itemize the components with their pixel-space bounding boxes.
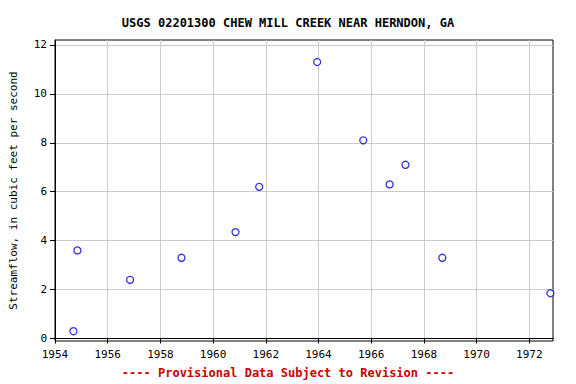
svg-text:1970: 1970 bbox=[463, 348, 490, 361]
svg-text:USGS 02201300 CHEW MILL CREEK: USGS 02201300 CHEW MILL CREEK NEAR HERND… bbox=[122, 16, 455, 30]
svg-text:10: 10 bbox=[34, 87, 47, 100]
svg-text:1966: 1966 bbox=[358, 348, 385, 361]
svg-text:6: 6 bbox=[40, 185, 47, 198]
svg-text:12: 12 bbox=[34, 38, 47, 51]
svg-text:1964: 1964 bbox=[305, 348, 332, 361]
svg-text:1956: 1956 bbox=[94, 348, 121, 361]
svg-text:Streamflow, in cubic feet per: Streamflow, in cubic feet per second bbox=[7, 71, 20, 309]
svg-text:8: 8 bbox=[40, 136, 47, 149]
svg-text:4: 4 bbox=[40, 234, 47, 247]
svg-text:1968: 1968 bbox=[411, 348, 438, 361]
svg-text:1962: 1962 bbox=[253, 348, 280, 361]
svg-text:1958: 1958 bbox=[147, 348, 174, 361]
svg-text:1954: 1954 bbox=[42, 348, 69, 361]
svg-text:1972: 1972 bbox=[516, 348, 543, 361]
svg-text:0: 0 bbox=[40, 332, 47, 345]
svg-text:2: 2 bbox=[40, 283, 47, 296]
svg-text:---- Provisional Data Subject: ---- Provisional Data Subject to Revisio… bbox=[122, 366, 454, 380]
svg-text:1960: 1960 bbox=[200, 348, 227, 361]
